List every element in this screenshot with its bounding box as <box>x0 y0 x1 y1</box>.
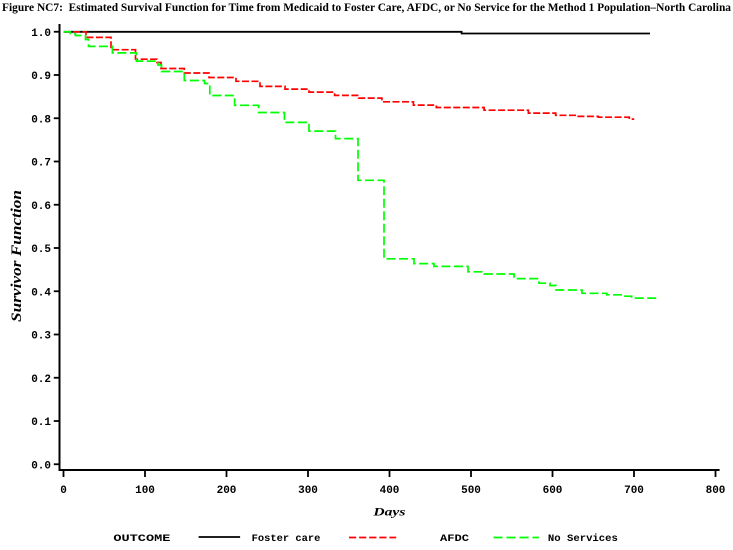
svg-text:800: 800 <box>706 485 726 497</box>
svg-text:0.6: 0.6 <box>31 201 51 213</box>
svg-text:0.2: 0.2 <box>31 374 51 386</box>
svg-text:0.1: 0.1 <box>31 417 51 429</box>
svg-text:0.5: 0.5 <box>31 244 51 256</box>
svg-text:No Services: No Services <box>548 533 618 545</box>
svg-text:700: 700 <box>624 485 644 497</box>
svg-text:0.9: 0.9 <box>31 71 51 83</box>
svg-text:0.7: 0.7 <box>31 158 51 170</box>
svg-text:0.8: 0.8 <box>31 114 51 126</box>
svg-text:200: 200 <box>217 485 237 497</box>
svg-text:Foster care: Foster care <box>252 534 321 545</box>
svg-text:300: 300 <box>298 485 318 497</box>
svg-text:0.0: 0.0 <box>31 460 51 472</box>
svg-text:400: 400 <box>380 485 400 497</box>
svg-text:Figure NC7: Estimated Surviva: Figure NC7: Estimated Survival Function … <box>2 2 731 14</box>
svg-text:OUTCOME: OUTCOME <box>113 534 170 545</box>
svg-text:AFDC: AFDC <box>440 534 469 545</box>
svg-text:0.4: 0.4 <box>31 287 51 299</box>
svg-text:Survivor Function: Survivor Function <box>9 190 25 322</box>
svg-text:1.0: 1.0 <box>31 28 51 40</box>
svg-text:600: 600 <box>543 485 563 497</box>
svg-text:Days: Days <box>372 505 406 519</box>
svg-text:500: 500 <box>461 485 481 497</box>
svg-text:0: 0 <box>60 485 67 497</box>
svg-text:0.3: 0.3 <box>31 331 51 343</box>
svg-text:100: 100 <box>135 485 155 497</box>
